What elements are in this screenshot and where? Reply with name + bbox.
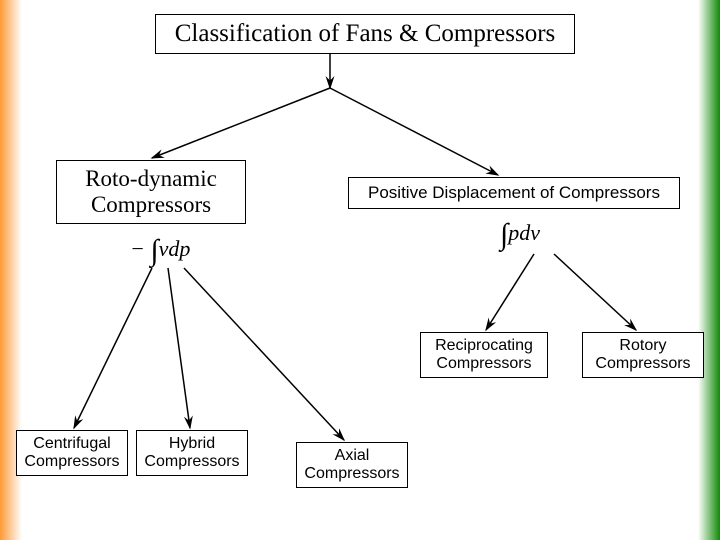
- edge-positive-rotory: [554, 254, 636, 330]
- roto-formula: − ∫vdp: [130, 234, 190, 268]
- integral-icon: ∫: [150, 234, 158, 267]
- edge-roto-hybrid: [168, 268, 190, 428]
- axial-label: Axial Compressors: [304, 447, 399, 484]
- positive-formula-integrand: pdv: [508, 220, 540, 245]
- roto-dynamic-node: Roto-dynamic Compressors: [56, 160, 246, 224]
- positive-displacement-node: Positive Displacement of Compressors: [348, 177, 680, 209]
- positive-displacement-label: Positive Displacement of Compressors: [368, 183, 660, 203]
- roto-formula-integrand: vdp: [159, 236, 191, 261]
- hybrid-node: Hybrid Compressors: [136, 430, 248, 476]
- reciprocating-label: Reciprocating Compressors: [435, 337, 533, 374]
- integral-icon: ∫: [500, 218, 508, 251]
- rotory-node: Rotory Compressors: [582, 332, 704, 378]
- edge-title-positive: [330, 88, 498, 175]
- axial-node: Axial Compressors: [296, 442, 408, 488]
- positive-formula: ∫pdv: [500, 218, 540, 252]
- centrifugal-label: Centrifugal Compressors: [24, 435, 119, 472]
- roto-dynamic-label: Roto-dynamic Compressors: [85, 166, 217, 219]
- hybrid-label: Hybrid Compressors: [144, 435, 239, 472]
- edge-roto-axial: [184, 268, 344, 440]
- centrifugal-node: Centrifugal Compressors: [16, 430, 128, 476]
- title-label: Classification of Fans & Compressors: [175, 20, 556, 49]
- edge-positive-recip: [486, 254, 534, 330]
- roto-formula-prefix: −: [130, 236, 145, 261]
- edge-title-roto: [152, 88, 330, 158]
- gradient-right: [698, 0, 720, 540]
- edge-roto-centrifugal: [74, 268, 152, 428]
- rotory-label: Rotory Compressors: [595, 337, 690, 374]
- title-node: Classification of Fans & Compressors: [155, 14, 575, 54]
- reciprocating-node: Reciprocating Compressors: [420, 332, 548, 378]
